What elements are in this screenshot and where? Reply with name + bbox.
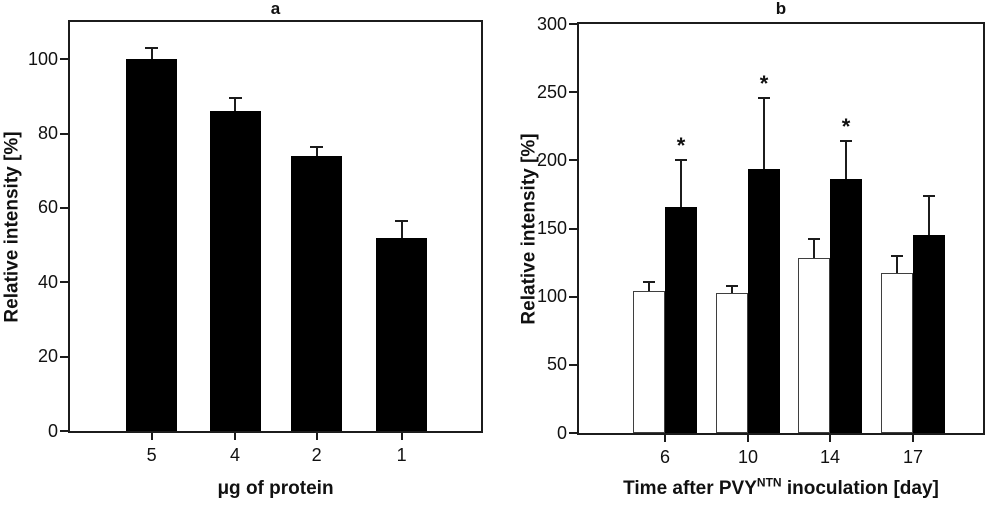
bar-black-bars-5	[126, 59, 178, 431]
error-bar-line	[845, 141, 847, 180]
y-axis-tick-label: 50	[546, 354, 567, 375]
y-axis-tick-label: 0	[556, 422, 567, 443]
panel-b-xaxis-title: Time after PVYNTN inoculation [day]	[577, 475, 985, 500]
error-bar-cap	[395, 219, 409, 222]
error-bar-cap	[808, 238, 820, 241]
y-axis-tick-label: 0	[47, 420, 58, 441]
y-axis-tick	[60, 132, 68, 135]
y-axis-tick-label: 40	[37, 271, 58, 292]
x-axis-tick-label: 1	[396, 445, 407, 465]
bar-black-bars-6	[665, 206, 697, 433]
y-axis-tick-label: 80	[37, 123, 58, 144]
y-axis-tick	[60, 281, 68, 284]
y-axis-tick	[60, 206, 68, 209]
bar-black-bars-10	[748, 168, 780, 433]
x-axis-tick-label: 5	[146, 445, 157, 465]
error-bar-line	[731, 285, 733, 293]
error-bar-line	[234, 98, 236, 112]
y-axis-tick	[569, 91, 577, 94]
y-axis-tick-label: 300	[536, 13, 567, 34]
y-axis-tick	[569, 295, 577, 298]
significance-asterisk: *	[759, 70, 769, 96]
bar-black-bars-17	[913, 235, 945, 433]
panel-b-title: b	[775, 0, 787, 18]
bar-black-bars-4	[209, 111, 261, 431]
x-axis-tick	[315, 431, 318, 440]
x-axis-tick-label: 4	[229, 445, 240, 465]
panel-a-title: a	[270, 0, 281, 18]
error-bar-line	[813, 239, 815, 259]
error-bar-cap	[923, 194, 935, 197]
xlabel-b-superscript: NTN	[756, 475, 782, 490]
error-bar-line	[763, 97, 765, 169]
y-axis-tick-label: 100	[536, 286, 567, 307]
y-axis-tick	[60, 58, 68, 61]
y-axis-tick-label: 60	[37, 197, 58, 218]
x-axis-tick	[234, 431, 236, 440]
xlabel-b-pre: Time after PVY	[623, 478, 757, 499]
error-bar-line	[400, 220, 403, 238]
x-axis-tick	[912, 433, 914, 442]
bar-black-bars-2	[291, 155, 343, 431]
bar-white-bars-14	[798, 258, 830, 433]
y-axis-tick-label: 100	[27, 48, 58, 69]
x-axis-tick-label: 6	[659, 447, 670, 467]
error-bar-line	[896, 255, 898, 274]
x-axis-tick-label: 2	[311, 445, 322, 465]
error-bar-cap	[145, 47, 159, 50]
bar-black-bars-1	[376, 237, 428, 431]
x-axis-tick	[664, 433, 666, 442]
error-bar-line	[315, 146, 318, 156]
y-axis-tick-label: 150	[536, 218, 567, 238]
panel-b-plot-area: 0 50 100 150 200 250 300 6 10 14 17 * * *	[537, 14, 985, 467]
x-axis-tick	[150, 431, 153, 440]
bar-white-bars-6	[633, 291, 665, 433]
y-axis-tick	[569, 363, 577, 366]
error-bar-cap	[643, 280, 655, 283]
error-bar-cap	[840, 140, 852, 143]
x-axis-tick-label: 10	[737, 447, 759, 467]
error-bar-cap	[310, 145, 324, 148]
y-axis-tick-label: 250	[536, 81, 567, 102]
y-axis-tick	[60, 430, 68, 432]
bar-white-bars-17	[881, 273, 913, 433]
error-bar-line	[928, 195, 930, 236]
y-axis-tick	[569, 432, 577, 434]
bar-white-bars-10	[716, 292, 748, 433]
significance-asterisk: *	[676, 133, 686, 159]
error-bar-cap	[891, 254, 903, 257]
y-axis-tick	[569, 23, 577, 25]
error-bar-cap	[228, 97, 242, 100]
error-bar-cap	[758, 96, 770, 99]
error-bar-cap	[675, 159, 687, 162]
bar-black-bars-14	[830, 179, 862, 433]
y-axis-tick	[60, 355, 68, 358]
y-axis-tick	[569, 227, 577, 230]
x-axis-tick-label: 14	[819, 447, 841, 467]
y-axis-tick	[569, 159, 577, 162]
panel-a-plot-area: 0 20 40 60 80 100 5 4 2 1	[28, 20, 483, 465]
x-axis-tick-label: 17	[902, 447, 924, 467]
significance-asterisk: *	[841, 114, 851, 140]
y-axis-tick-label: 20	[37, 346, 58, 367]
y-axis-tick-label: 200	[536, 149, 567, 170]
error-bar-line	[680, 160, 682, 207]
x-axis-tick	[400, 431, 403, 440]
xlabel-b-post: inoculation [day]	[781, 478, 939, 499]
x-axis-tick	[829, 433, 831, 442]
panel-a-xaxis-title: μg of protein	[217, 478, 334, 499]
panel-a-yaxis-title: Relative intensity [%]	[1, 131, 23, 323]
error-bar-line	[150, 48, 153, 60]
error-bar-line	[648, 281, 650, 292]
error-bar-cap	[726, 284, 738, 287]
x-axis-tick	[747, 433, 749, 442]
